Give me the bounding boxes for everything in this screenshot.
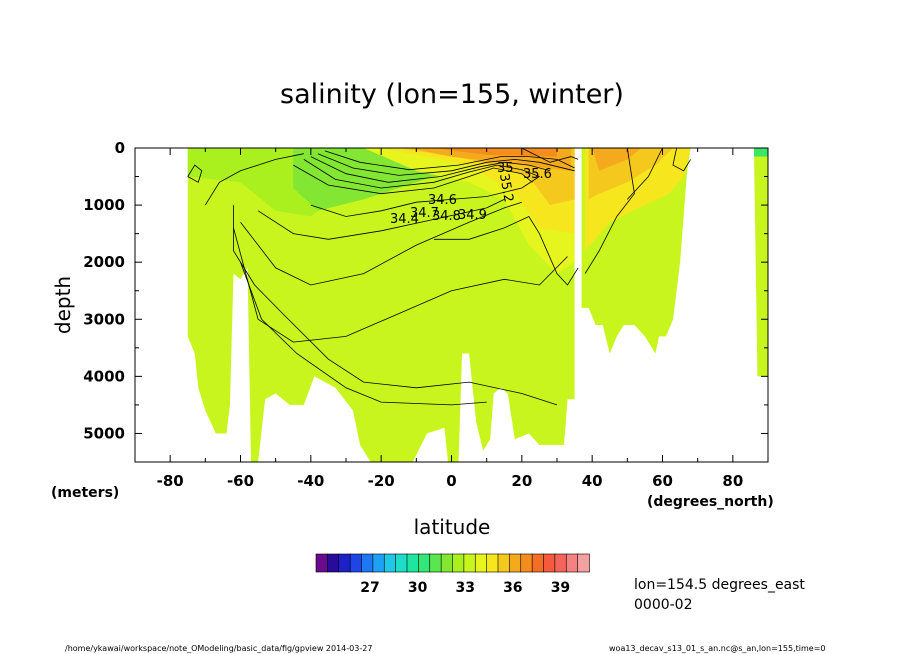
y-tick-label: 2000: [83, 253, 125, 271]
contour-label: 34.8: [432, 209, 461, 224]
colorbar-tick-labels: 27 30 33 36 39: [360, 580, 570, 596]
footer-dataset: woa13_decav_s13_01_s_an.nc@s_an,lon=155,…: [609, 644, 826, 653]
colorbar-swatch: [474, 553, 488, 573]
colorbar-swatch: [520, 553, 533, 573]
colorbar-swatch: [554, 553, 568, 573]
x-tick-label: 40: [582, 472, 603, 490]
contour-lines: [187, 148, 691, 406]
colorbar-swatch: [440, 553, 454, 573]
contour-line: [310, 156, 551, 183]
colorbar-swatch: [338, 553, 351, 573]
colorbar-swatch: [327, 553, 340, 573]
x-tick-label: 80: [722, 472, 743, 490]
contour-label: 34.6: [428, 193, 457, 208]
colorbar-swatch: [565, 553, 579, 573]
contour-label: 34.4: [390, 212, 419, 227]
contour-34.4: [310, 176, 540, 217]
y-tick-label: 5000: [83, 424, 125, 442]
colorbar-tick: 39: [551, 580, 570, 596]
contour-line: [324, 150, 575, 171]
colorbar-swatch: [406, 553, 420, 573]
contour-label: 35.6: [523, 167, 552, 182]
contour-label: 34.9: [458, 208, 487, 223]
colorbar-swatch: [429, 553, 442, 573]
contour-label: 34.7: [410, 206, 439, 221]
colorbar-swatch: [418, 553, 431, 573]
colorbar-tick: 27: [360, 580, 379, 596]
y-tick-label: 1000: [83, 196, 125, 214]
contour-line: [293, 164, 533, 195]
contour-line: [672, 148, 691, 172]
contour-line: [317, 153, 575, 176]
salinity-band: [753, 148, 768, 157]
y-tick-labels: 0 1000 2000 3000 4000 5000: [83, 139, 125, 442]
colorbar-swatch: [361, 553, 374, 573]
colorbar-swatch: [543, 553, 556, 573]
contour-label: 35.2: [496, 172, 516, 203]
colorbar-swatch: [486, 553, 499, 573]
x-tick-labels: -80 -60 -40 -20 0 20 40 60 80: [157, 472, 744, 490]
colorbar-swatch: [383, 553, 397, 573]
x-tick-label: -80: [157, 472, 184, 490]
x-tick-label: -20: [368, 472, 395, 490]
y-tick-label: 0: [115, 139, 125, 157]
colorbar-swatch: [315, 553, 329, 573]
x-tick-label: -40: [297, 472, 324, 490]
info-longitude: lon=154.5 degrees_east: [634, 577, 805, 593]
contour-line: [240, 262, 487, 406]
contour-line: [521, 148, 579, 163]
axis-ticks: [134, 147, 769, 463]
x-axis-label: latitude: [414, 515, 491, 539]
contour-line: [233, 205, 558, 406]
y-tick-label: 4000: [83, 367, 125, 385]
contour-34.6: [257, 199, 505, 240]
contour-line: [584, 148, 635, 274]
contour-line: [433, 215, 579, 286]
colorbar-tick: 33: [455, 580, 474, 596]
contour-line: [204, 153, 304, 206]
salinity-field: [187, 148, 768, 462]
x-tick-label: 0: [446, 472, 456, 490]
salinity-band: [592, 148, 642, 171]
colorbar-swatch: [577, 553, 590, 573]
contour-line: [187, 164, 203, 183]
y-axis-label: depth: [51, 276, 75, 334]
field-base: [187, 148, 768, 462]
contour-34.7: [240, 201, 522, 286]
colorbar-swatch: [395, 553, 408, 573]
info-time: 0000-02: [634, 597, 693, 613]
colorbar-swatch: [531, 553, 545, 573]
colorbar-tick: 36: [503, 580, 522, 596]
colorbar-swatch: [509, 553, 522, 573]
colorbar-swatch: [372, 553, 386, 573]
chart-title: salinity (lon=155, winter): [280, 79, 624, 110]
colorbar-tick: 30: [408, 580, 428, 596]
contour-line: [627, 148, 663, 200]
x-unit-label: (degrees_north): [647, 494, 774, 510]
contour-line: [303, 159, 540, 189]
contour-labels: 35.6 35.2 35 34.6 34.9 34.8 34.7 34.4: [390, 161, 552, 227]
y-tick-label: 3000: [83, 310, 125, 328]
y-unit-label: (meters): [51, 485, 119, 501]
x-tick-label: 20: [511, 472, 532, 490]
footer-path: /home/ykawai/workspace/note_OModeling/ba…: [65, 644, 372, 653]
colorbar-swatch: [349, 553, 363, 573]
contour-label: 35: [497, 161, 514, 176]
x-tick-label: 60: [652, 472, 673, 490]
x-tick-label: -60: [227, 472, 254, 490]
colorbar-swatch: [497, 553, 511, 573]
colorbar-swatch: [463, 553, 477, 573]
colorbar: [315, 553, 590, 573]
colorbar-swatch: [452, 553, 465, 573]
